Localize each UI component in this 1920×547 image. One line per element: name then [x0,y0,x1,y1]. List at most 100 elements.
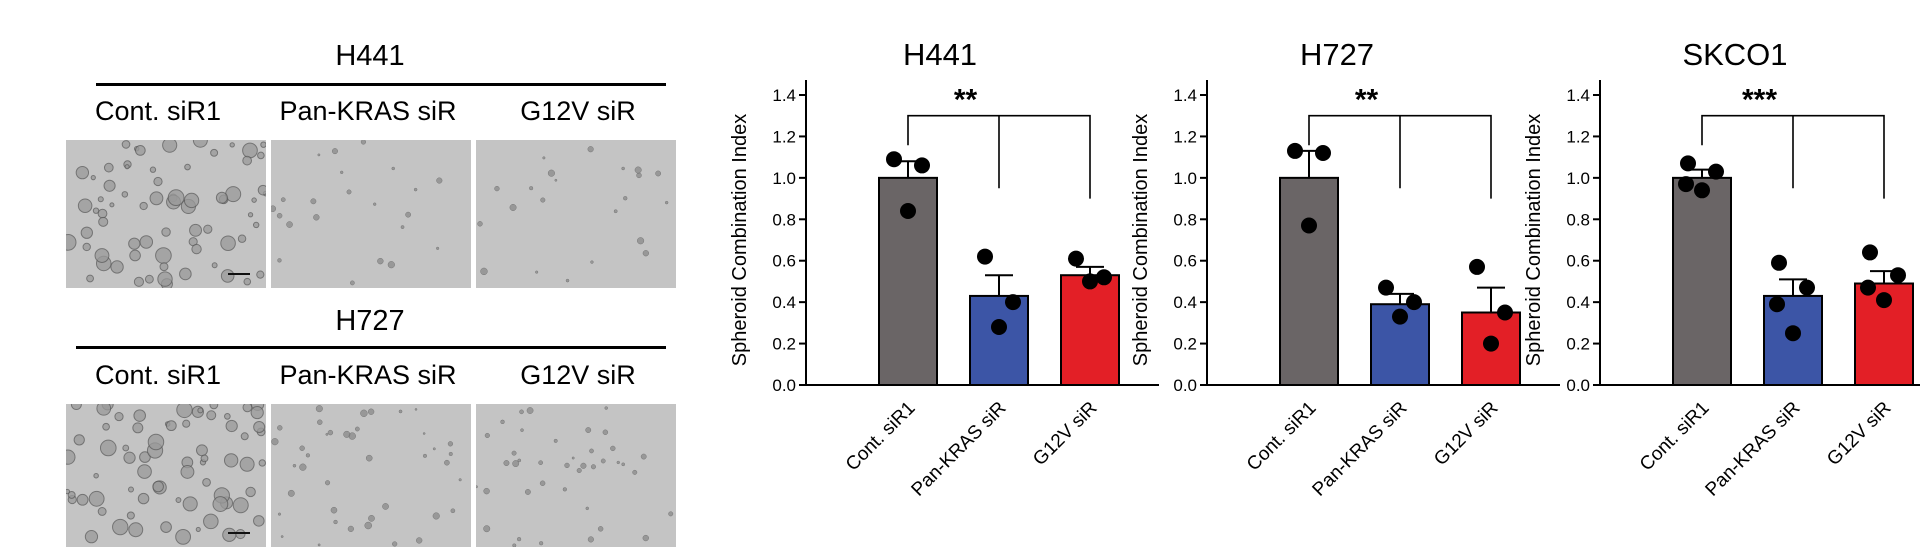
data-point [1862,244,1878,261]
bar [1672,176,1732,386]
x-tick-label: Cont. siR1 [1243,398,1321,476]
data-point [1785,325,1801,342]
image-group-rule-h727 [76,346,666,349]
image-group-rule-h441 [96,83,666,86]
y-axis-label: Spheroid Combination Index [1523,114,1545,366]
data-point [1406,294,1422,311]
data-point [1082,273,1098,290]
data-point [1378,279,1394,296]
data-point [1678,176,1694,193]
bar [969,294,1029,386]
chart-title: H727 [1300,37,1374,72]
significance-bracket [907,114,1091,199]
data-point [1876,292,1892,309]
y-tick-label: 1.0 [1566,169,1590,188]
bar [1461,311,1521,386]
y-tick-label: 0.6 [1173,252,1197,271]
image-column-label: Cont. siR1 [94,96,222,126]
chart-0: H441 Spheroid Combination Index 0.0 0.2 0.4 0… [729,37,1159,501]
data-point [1005,294,1021,311]
micrograph-h441-g12v [476,140,676,288]
micrograph-panel: H441 Cont. siR1 Pan-KRAS siR G12V siR H7… [60,30,680,547]
data-point [1769,296,1785,313]
y-tick-label: 0.4 [1566,293,1590,312]
y-tick-label: 0.4 [772,293,796,312]
data-point [1392,308,1408,325]
significance-label: ** [954,84,978,117]
image-column-label: G12V siR [520,360,636,390]
data-point [1680,155,1696,172]
x-tick-label: G12V siR [1823,398,1895,470]
significance-label: ** [1355,84,1379,117]
significance-bracket [1701,114,1885,199]
data-point [1694,182,1710,199]
micrograph-h727-g12v [476,404,676,547]
data-point [1287,142,1303,159]
data-point [1483,335,1499,352]
data-point [1890,267,1906,284]
data-point [1301,217,1317,234]
y-tick-label: 1.0 [1173,169,1197,188]
y-tick-label: 1.4 [1173,86,1197,105]
image-column-label: Pan-KRAS siR [279,360,457,390]
y-axis-label: Spheroid Combination Index [729,114,751,366]
y-tick-label: 0.8 [772,210,796,229]
significance-label: *** [1742,84,1777,117]
micrograph-texture [271,404,471,547]
significance-bracket [1308,114,1492,199]
x-tick-label: Pan-KRAS siR [1309,398,1412,501]
data-point [1860,279,1876,296]
micrograph-texture [66,140,266,288]
y-tick-label: 1.2 [1566,127,1590,146]
data-point [1096,269,1112,286]
bar [1060,274,1120,387]
x-tick-label: Pan-KRAS siR [1702,398,1805,501]
data-point [914,157,930,174]
y-tick-label: 1.2 [772,127,796,146]
micrograph-texture [271,140,471,288]
y-tick-label: 0.4 [1173,293,1197,312]
data-point [1068,250,1084,267]
y-tick-label: 0.2 [1173,335,1197,354]
data-point [977,248,993,265]
micrograph-texture [476,404,676,547]
y-tick-label: 0.2 [772,335,796,354]
y-tick-label: 1.2 [1173,127,1197,146]
data-point [1771,254,1787,271]
x-tick-label: Cont. siR1 [1636,398,1714,476]
chart-1: H727 Spheroid Combination Index 0.0 0.2 0.4 0… [1130,37,1560,501]
data-point [1708,163,1724,180]
y-tick-label: 0.0 [1173,376,1197,395]
y-tick-label: 1.0 [772,169,796,188]
data-point [1469,258,1485,275]
micrograph-texture [66,404,266,547]
y-tick-label: 0.8 [1566,210,1590,229]
chart-2: SKCO1 Spheroid Combination Index 0.0 0.2 0.4… [1523,37,1920,501]
image-group-title-h727: H727 [335,305,405,337]
micrograph-h727-cont [66,404,266,547]
y-tick-label: 0.2 [1566,335,1590,354]
image-column-label: Pan-KRAS siR [279,96,457,126]
y-tick-label: 0.6 [772,252,796,271]
image-column-label: Cont. siR1 [94,360,222,390]
chart-title: H441 [903,37,977,72]
bar [1279,176,1339,386]
y-tick-label: 1.4 [1566,86,1590,105]
micrograph-h441-cont [66,140,266,288]
data-point [1315,145,1331,161]
y-tick-label: 0.0 [772,376,796,395]
y-axis-label: Spheroid Combination Index [1130,114,1152,366]
image-group-title-h441: H441 [335,40,405,72]
y-tick-label: 0.6 [1566,252,1590,271]
y-tick-label: 0.0 [1566,376,1590,395]
x-tick-label: Pan-KRAS siR [908,398,1011,501]
micrograph-h727-pan-kras [271,404,471,547]
x-tick-label: Cont. siR1 [842,398,920,476]
chart-title: SKCO1 [1682,37,1787,72]
micrograph-h441-pan-kras [271,140,471,288]
data-point [991,319,1007,335]
y-tick-label: 1.4 [772,86,796,105]
image-column-label: G12V siR [520,96,636,126]
micrograph-texture [476,140,676,288]
